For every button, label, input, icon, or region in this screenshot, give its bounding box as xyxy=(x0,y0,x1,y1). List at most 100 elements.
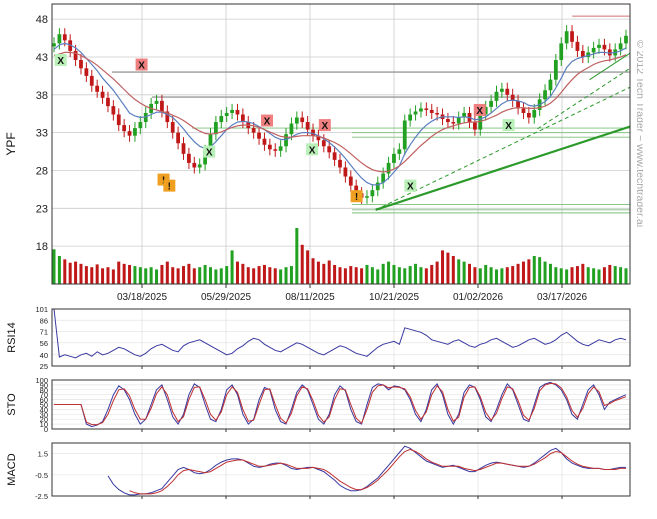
sto-axis-label: STO xyxy=(6,393,18,416)
candle-body xyxy=(170,122,175,133)
candle-body xyxy=(316,135,321,141)
candle-body xyxy=(79,60,83,69)
signal-marker-sell xyxy=(318,119,331,132)
x-tick-label: 03/18/2025 xyxy=(117,292,167,303)
candle-body xyxy=(343,167,348,177)
volume-bar xyxy=(457,259,461,284)
volume-bar xyxy=(182,266,186,284)
rsi-axis-label: RSI14 xyxy=(6,322,18,353)
candle-body xyxy=(187,153,191,163)
volume-bar xyxy=(155,269,159,284)
candle-body xyxy=(68,40,73,51)
volume-bar xyxy=(338,267,342,284)
volume-bar xyxy=(252,268,256,284)
volume-bar xyxy=(84,266,88,284)
volume-bar xyxy=(57,256,61,284)
volume-bar xyxy=(597,269,601,284)
candle-body xyxy=(311,129,315,136)
volume-bar xyxy=(586,267,590,284)
signal-marker-label: X xyxy=(407,182,414,193)
candle-body xyxy=(192,162,197,168)
candle-body xyxy=(451,122,456,124)
volume-bar xyxy=(554,267,558,284)
price-tick-label: 23 xyxy=(36,203,48,215)
signal-marker-label: ! xyxy=(355,192,358,203)
volume-bar xyxy=(149,267,153,284)
volume-bar xyxy=(592,268,596,284)
candle-body xyxy=(456,117,461,124)
sto-tick-label: 0 xyxy=(44,425,48,434)
volume-bar xyxy=(68,262,72,284)
signal-marker-sell xyxy=(135,58,148,71)
candle-body xyxy=(133,128,137,136)
candle-body xyxy=(165,111,170,123)
volume-bar xyxy=(424,268,428,284)
candle-body xyxy=(580,50,585,57)
volume-bar xyxy=(289,266,293,284)
candle-body xyxy=(429,109,434,113)
volume-bar xyxy=(63,259,67,284)
rsi-frame xyxy=(51,308,631,367)
macd-tick-label: 1.5 xyxy=(38,450,48,459)
signal-marker-buy xyxy=(54,54,67,66)
trendline xyxy=(375,86,631,211)
candle-body xyxy=(240,114,245,123)
candle-body xyxy=(203,150,207,165)
x-tick-label: 01/02/2026 xyxy=(453,292,503,303)
rsi-tick-label: 86 xyxy=(40,316,48,325)
x-tick-label: 10/21/2025 xyxy=(369,292,419,303)
volume-bar xyxy=(241,263,245,284)
candle-body xyxy=(489,100,493,107)
frame-layer xyxy=(51,3,631,499)
candle-body xyxy=(505,88,510,95)
sto-tick-label: 100 xyxy=(35,376,48,385)
volume-bar xyxy=(446,252,450,284)
candle-body xyxy=(300,117,305,123)
candle-body xyxy=(289,123,294,135)
signal-marker-warn xyxy=(350,190,363,203)
price-frame xyxy=(51,3,631,285)
candle-body xyxy=(419,108,423,112)
candle-body xyxy=(564,31,569,44)
volume-bar xyxy=(419,267,423,284)
rsi-tick-label: 71 xyxy=(40,328,48,337)
volume-bar xyxy=(505,267,509,284)
volume-bar xyxy=(106,267,110,284)
volume-bar xyxy=(521,261,525,284)
signal-marker-buy xyxy=(203,145,216,158)
candle-body xyxy=(111,106,116,115)
volume-bar xyxy=(171,267,175,284)
volume-bar xyxy=(316,261,320,284)
moving-average-fast xyxy=(53,42,627,186)
rsi-tick-label: 101 xyxy=(35,305,48,314)
candle-body xyxy=(273,149,278,151)
signal-marker-label: ! xyxy=(168,182,171,193)
volume-bar xyxy=(565,269,569,284)
candle-body xyxy=(116,114,121,126)
candle-body xyxy=(305,122,310,130)
volume-layer xyxy=(52,228,628,284)
volume-bar xyxy=(570,267,574,284)
volume-bar xyxy=(295,228,299,284)
candle-body xyxy=(375,182,380,191)
x-tick-label: 03/17/2026 xyxy=(537,292,587,303)
signal-marker-label: X xyxy=(57,56,64,67)
price-tick-label: 38 xyxy=(36,90,48,102)
volume-bar xyxy=(619,267,623,284)
volume-bar xyxy=(327,260,331,284)
volume-bar xyxy=(538,257,542,284)
candle-body xyxy=(548,79,553,91)
candle-body xyxy=(106,97,110,107)
candle-body xyxy=(408,114,413,121)
volume-bar xyxy=(392,264,396,284)
trendline xyxy=(589,52,631,81)
candle-body xyxy=(219,116,224,123)
candle-body xyxy=(224,112,229,116)
candle-body xyxy=(181,143,186,154)
sto-tick-label: 30 xyxy=(40,410,48,419)
candle-body xyxy=(338,159,342,168)
candle-body xyxy=(402,120,407,150)
candle-body xyxy=(251,128,256,133)
